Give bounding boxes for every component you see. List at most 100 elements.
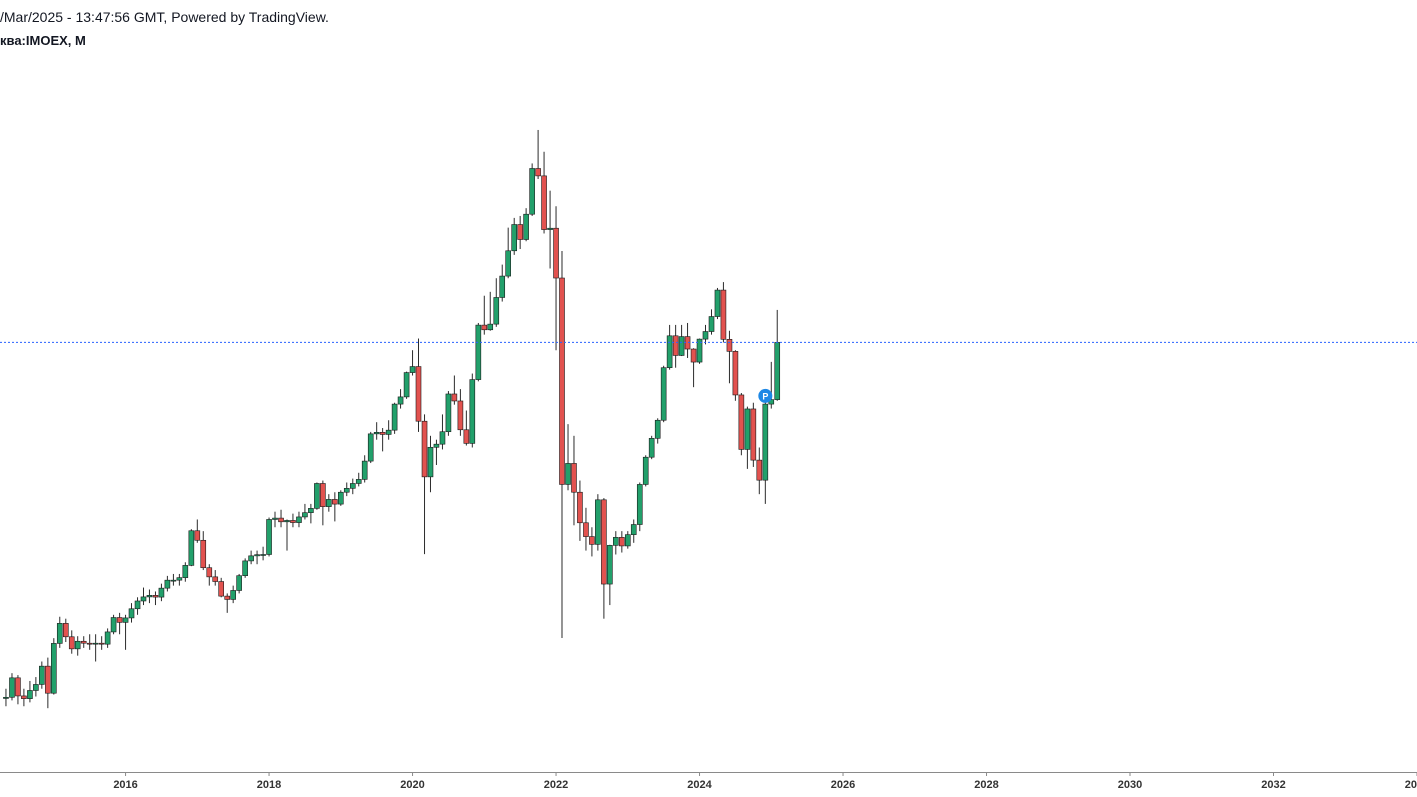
candle-body: [98, 642, 105, 645]
candle-body: [672, 335, 679, 356]
candle-body: [176, 577, 183, 581]
candle-body: [385, 429, 392, 435]
candle-body: [433, 443, 440, 448]
candle-body: [68, 636, 75, 650]
candle-body: [134, 600, 141, 610]
x-tick-label: 2018: [257, 779, 281, 791]
candle-body: [248, 555, 254, 562]
marker: [758, 388, 773, 403]
candle-body: [744, 408, 751, 450]
candle-body: [284, 520, 290, 523]
candle-body: [595, 499, 601, 545]
candle-body: [481, 324, 488, 331]
candle-body: [660, 367, 667, 421]
candle-body: [308, 508, 314, 513]
candle-body: [756, 459, 763, 481]
candle-body: [194, 530, 201, 541]
candle-body: [493, 297, 500, 325]
candle-body: [92, 642, 99, 645]
candle-body: [332, 499, 338, 505]
candle-body: [517, 224, 523, 240]
candle-body: [601, 499, 607, 585]
x-tick-label: 2016: [113, 779, 137, 791]
candle-body: [242, 560, 248, 576]
candle-body: [146, 595, 153, 598]
candle-body: [343, 488, 350, 493]
candle-body: [619, 537, 625, 547]
candle-body: [624, 534, 631, 547]
candle-body: [642, 456, 649, 485]
candle-body: [39, 665, 45, 685]
candle-body: [9, 677, 15, 698]
candle-body: [224, 595, 231, 600]
candle-body: [104, 631, 111, 645]
candle-body: [3, 696, 9, 699]
x-tick-label: 2020: [400, 779, 424, 791]
candle-body: [236, 575, 242, 591]
candle-body: [415, 366, 422, 422]
candle-body: [636, 484, 643, 525]
x-tick-label: 2034: [1405, 779, 1417, 791]
candle-body: [445, 393, 452, 433]
candle-body: [565, 463, 571, 485]
candle-body: [553, 227, 559, 279]
candle-body: [439, 431, 446, 445]
candle-body: [666, 335, 673, 369]
candle-body: [714, 289, 721, 317]
candle-body: [577, 491, 583, 524]
candle-body: [403, 372, 410, 398]
candle-body: [188, 530, 195, 566]
candle-body: [475, 324, 482, 380]
candle-body: [541, 175, 547, 230]
candle-body: [170, 579, 177, 582]
x-tick-label: 2022: [544, 779, 568, 791]
candle-body: [290, 520, 296, 523]
candle-body: [654, 419, 661, 439]
candle-body: [51, 643, 57, 694]
candle-body: [86, 642, 93, 645]
candle-body: [314, 483, 320, 509]
candle-body: [487, 323, 494, 331]
candle-body: [152, 595, 159, 598]
candle-body: [648, 438, 655, 458]
candle-body: [272, 517, 278, 520]
candle-body: [463, 429, 470, 444]
candle-body: [27, 690, 33, 699]
candle-body: [391, 403, 398, 431]
x-tick-label: 2026: [831, 779, 855, 791]
candle-body: [355, 479, 362, 484]
candle-body: [421, 420, 428, 478]
candle-body: [732, 351, 739, 396]
candle-body: [349, 483, 356, 489]
x-tick-label: 2024: [687, 779, 712, 791]
candle-body: [457, 400, 464, 431]
marker-label: P: [762, 391, 768, 401]
candle-body: [774, 342, 781, 400]
candle-body: [523, 213, 529, 240]
candle-body: [373, 432, 380, 435]
candle-body: [505, 250, 511, 277]
candle-body: [613, 537, 619, 546]
candle-body: [469, 379, 476, 444]
candle-body: [726, 339, 733, 352]
candle-body: [499, 275, 506, 298]
candle-body: [122, 617, 129, 623]
candle-body: [56, 623, 63, 644]
candle-body: [547, 227, 553, 230]
candle-body: [326, 499, 332, 507]
candle-body: [607, 545, 613, 585]
chart-subtitle: ква:IMOEX, M: [0, 33, 86, 48]
candle-body: [427, 446, 434, 478]
candle-body: [200, 539, 207, 569]
candle-body: [535, 168, 541, 177]
candle-body: [254, 554, 260, 557]
x-tick-label: 2030: [1118, 779, 1142, 791]
candle-body: [21, 695, 27, 699]
candle-body: [696, 338, 703, 363]
candle-body: [164, 579, 171, 589]
candle-body: [571, 463, 577, 493]
candle-body: [511, 224, 518, 252]
candle-body: [140, 596, 147, 602]
candle-body: [212, 576, 219, 582]
